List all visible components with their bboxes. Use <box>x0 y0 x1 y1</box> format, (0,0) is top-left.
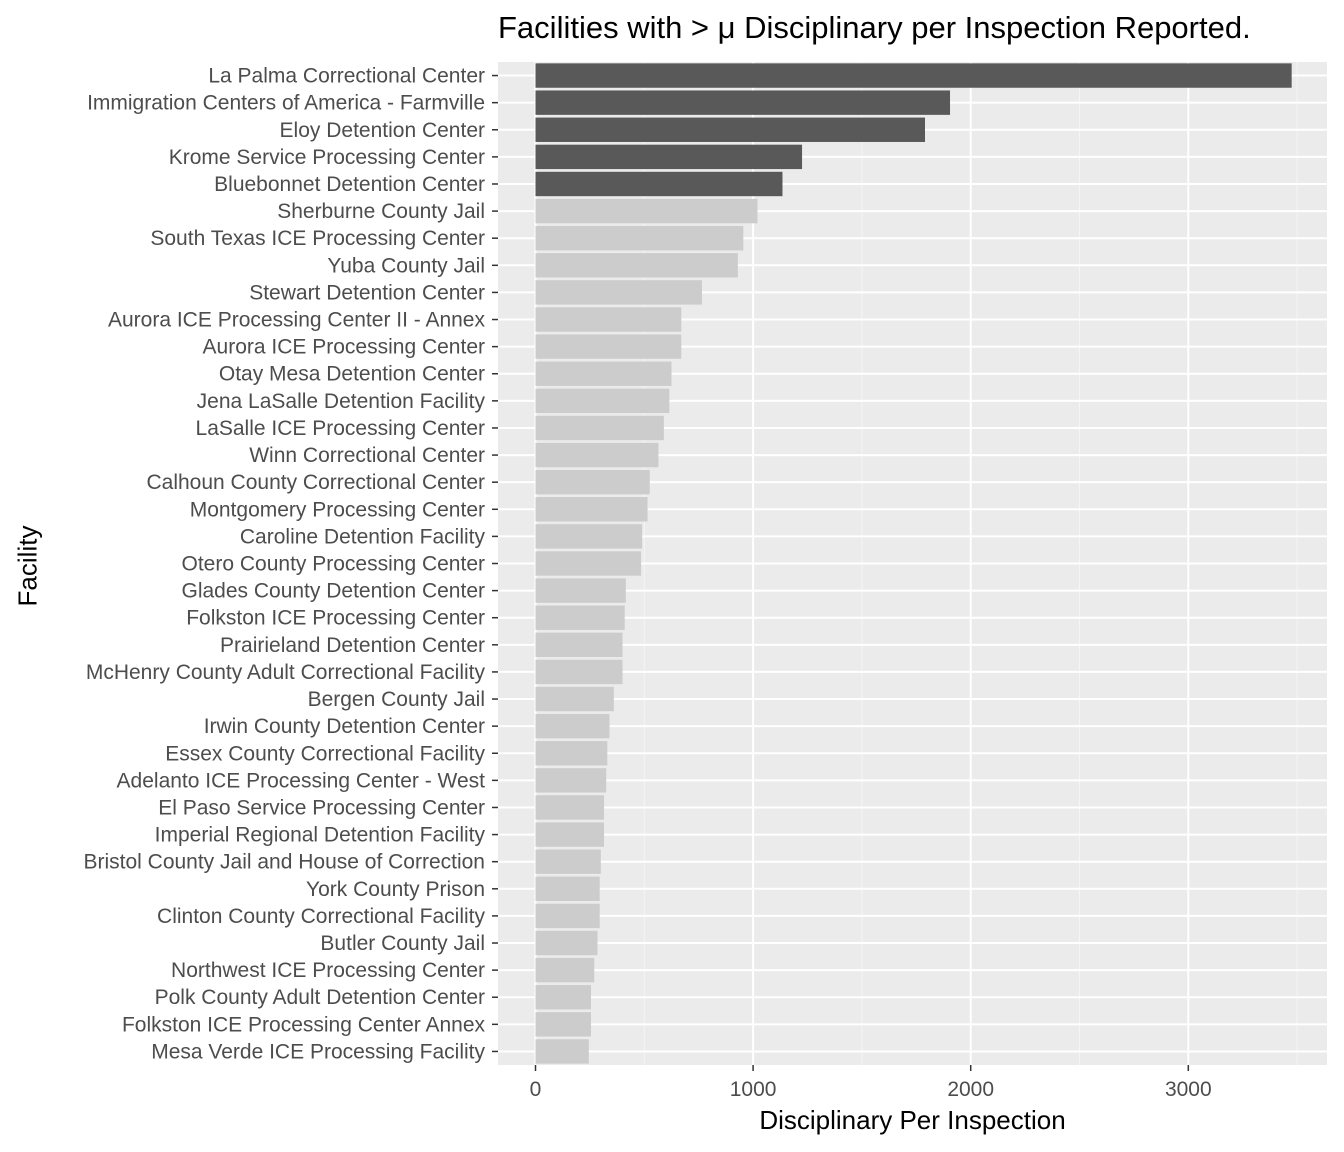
y-tick-label: Imperial Regional Detention Facility <box>155 824 486 847</box>
y-tick-label: Prairieland Detention Center <box>220 634 485 657</box>
y-tick-label: Clinton County Correctional Facility <box>157 905 485 928</box>
bar <box>535 985 591 1010</box>
y-tick-label: Mesa Verde ICE Processing Facility <box>151 1040 485 1063</box>
y-tick-label: Folkston ICE Processing Center Annex <box>122 1013 486 1036</box>
bar <box>535 117 926 142</box>
bar <box>535 171 783 197</box>
bar <box>535 605 625 630</box>
y-tick-label: Adelanto ICE Processing Center - West <box>117 769 486 792</box>
y-tick-label: Essex County Correctional Facility <box>165 742 485 765</box>
y-tick-label: McHenry County Adult Correctional Facili… <box>86 661 486 684</box>
bar <box>535 388 670 414</box>
bar <box>535 415 664 441</box>
bar <box>535 198 758 224</box>
y-tick-label: Aurora ICE Processing Center II - Annex <box>108 309 486 332</box>
y-tick-label: La Palma Correctional Center <box>208 65 485 88</box>
bar <box>535 90 951 115</box>
chart-title: Facilities with > μ Disciplinary per Ins… <box>498 10 1251 45</box>
y-tick-label: Krome Service Processing Center <box>169 146 485 169</box>
y-tick-label: Montgomery Processing Center <box>190 498 485 521</box>
bar <box>535 63 1292 88</box>
y-tick-label: Jena LaSalle Detention Facility <box>197 390 486 413</box>
bar <box>535 903 600 929</box>
bar <box>535 253 738 278</box>
y-tick-label: Caroline Detention Facility <box>240 525 486 548</box>
y-tick-label: Glades County Detention Center <box>181 580 485 603</box>
bar <box>535 876 600 901</box>
x-tick-label: 3000 <box>1165 1078 1212 1101</box>
y-tick-label: Bristol County Jail and House of Correct… <box>83 851 485 874</box>
y-tick-label: LaSalle ICE Processing Center <box>196 417 485 440</box>
bar <box>535 741 608 766</box>
bar <box>535 578 626 603</box>
bar <box>535 524 643 549</box>
bar <box>535 849 601 874</box>
bar <box>535 713 610 739</box>
bar <box>535 551 642 576</box>
y-tick-label: Folkston ICE Processing Center <box>186 607 485 630</box>
bar <box>535 334 682 359</box>
y-tick-label: Sherburne County Jail <box>277 200 485 223</box>
bar <box>535 361 672 386</box>
x-axis-title: Disciplinary Per Inspection <box>759 1105 1066 1135</box>
bar <box>535 226 744 251</box>
y-tick-label: Otay Mesa Detention Center <box>219 363 485 386</box>
y-tick-label: Bergen County Jail <box>308 688 485 711</box>
y-tick-label: Immigration Centers of America - Farmvil… <box>87 92 485 115</box>
bar <box>535 930 598 956</box>
y-tick-label: Bluebonnet Detention Center <box>214 173 485 196</box>
bar <box>535 497 648 522</box>
x-tick-label: 1000 <box>730 1078 777 1101</box>
bar <box>535 659 623 685</box>
bar <box>535 795 605 820</box>
y-tick-label: York County Prison <box>306 878 485 901</box>
bar <box>535 957 595 983</box>
bar <box>535 307 682 332</box>
y-tick-label: Stewart Detention Center <box>249 281 485 304</box>
y-tick-label: Butler County Jail <box>320 932 485 955</box>
x-tick-label: 0 <box>530 1078 542 1101</box>
y-tick-label: El Paso Service Processing Center <box>158 796 485 819</box>
y-tick-label: Northwest ICE Processing Center <box>171 959 485 982</box>
x-tick-label: 2000 <box>947 1078 994 1101</box>
y-tick-label: Yuba County Jail <box>327 254 485 277</box>
bar <box>535 1039 589 1064</box>
bar <box>535 632 623 658</box>
bar <box>535 768 607 793</box>
y-tick-label: Calhoun County Correctional Center <box>146 471 485 494</box>
bar <box>535 1012 591 1037</box>
bar <box>535 144 803 170</box>
bar <box>535 686 614 712</box>
y-tick-label: Eloy Detention Center <box>280 119 485 142</box>
y-tick-label: Irwin County Detention Center <box>204 715 485 738</box>
y-tick-label: Aurora ICE Processing Center <box>203 336 485 359</box>
bar <box>535 469 650 495</box>
y-tick-label: South Texas ICE Processing Center <box>150 227 485 250</box>
bar <box>535 822 605 847</box>
bar <box>535 442 659 468</box>
y-tick-label: Otero County Processing Center <box>182 553 485 576</box>
y-tick-label: Polk County Adult Detention Center <box>155 986 485 1009</box>
y-tick-label: Winn Correctional Center <box>249 444 485 467</box>
y-axis-title: Facility <box>12 525 43 607</box>
bar <box>535 280 702 305</box>
